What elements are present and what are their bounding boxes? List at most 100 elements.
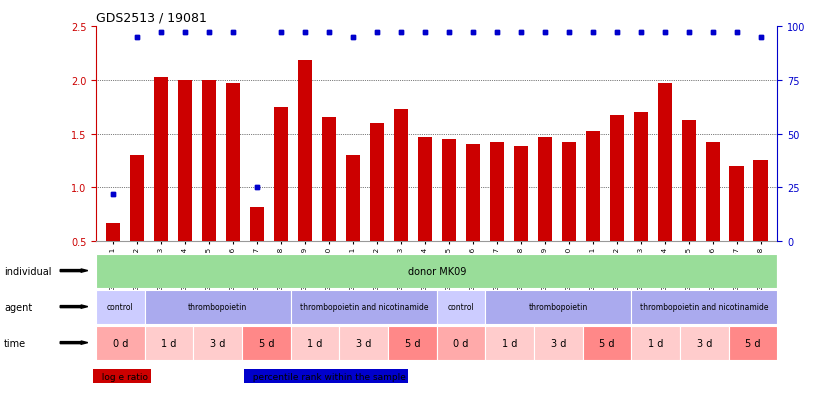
Text: individual: individual [4,266,52,276]
Point [634,30,647,37]
Bar [753,161,768,295]
Bar [226,84,240,295]
Point [346,34,359,41]
Text: log e ratio: log e ratio [96,372,148,381]
Point [106,191,120,198]
Point [706,30,720,37]
Point [706,30,720,37]
Point [466,30,480,37]
Point [442,30,456,37]
Bar [729,326,777,360]
Bar [490,143,504,295]
Text: 5 d: 5 d [599,338,615,348]
Bar [585,132,600,295]
Point [250,185,263,191]
Bar [706,143,720,295]
Point [610,30,624,37]
Point [154,30,167,37]
Point [274,30,288,37]
Bar [486,290,631,324]
Point [346,34,359,41]
Point [394,30,407,37]
Point [298,30,312,37]
Text: 3 d: 3 d [696,338,712,348]
Point [754,34,767,41]
Bar [681,326,729,360]
Point [130,34,144,41]
Bar [298,61,312,295]
Text: 1 d: 1 d [161,338,177,348]
Bar [631,290,777,324]
Point [202,30,216,37]
Bar [631,326,681,360]
Text: 0 d: 0 d [453,338,469,348]
Bar [96,290,145,324]
Bar [322,118,336,295]
Text: GDS2513 / 19081: GDS2513 / 19081 [96,11,207,24]
Bar [345,156,360,295]
Text: thrombopoietin and nicotinamide: thrombopoietin and nicotinamide [299,302,428,311]
Point [298,30,312,37]
Bar [730,166,744,295]
Bar [291,290,436,324]
Point [322,30,335,37]
Text: 1 d: 1 d [648,338,664,348]
Point [227,30,240,37]
Point [682,30,696,37]
Bar [201,81,216,295]
Point [442,30,456,37]
Bar [394,109,408,295]
Point [250,185,263,191]
Bar [273,107,288,295]
Bar [105,223,120,295]
Point [274,30,288,37]
Point [658,30,671,37]
Point [466,30,480,37]
Bar [681,120,696,295]
Text: thrombopoietin and nicotinamide: thrombopoietin and nicotinamide [640,302,769,311]
Point [130,34,144,41]
Text: 3 d: 3 d [356,338,371,348]
Point [586,30,599,37]
Point [658,30,671,37]
Text: 0 d: 0 d [113,338,128,348]
Text: control: control [448,302,475,311]
Text: 3 d: 3 d [551,338,566,348]
Point [490,30,503,37]
Point [178,30,191,37]
Text: thrombopoietin: thrombopoietin [188,302,247,311]
Point [490,30,503,37]
Point [562,30,575,37]
Point [370,30,384,37]
Bar [145,326,193,360]
Point [682,30,696,37]
Bar [145,290,291,324]
Point [394,30,407,37]
Text: time: time [4,338,26,348]
Text: percentile rank within the sample: percentile rank within the sample [247,372,405,381]
Point [370,30,384,37]
Text: thrombopoietin: thrombopoietin [529,302,588,311]
Point [418,30,431,37]
Point [754,34,767,41]
Bar [250,207,264,295]
Bar [154,77,168,295]
Point [538,30,552,37]
Point [610,30,624,37]
Bar [486,326,534,360]
Bar [634,113,648,295]
Text: 1 d: 1 d [502,338,517,348]
Bar [193,326,242,360]
Text: donor MK09: donor MK09 [408,266,466,276]
Bar [178,81,192,295]
Bar [583,326,631,360]
Point [634,30,647,37]
Point [538,30,552,37]
Bar [534,326,583,360]
Bar [436,326,486,360]
Bar [388,326,436,360]
Bar [466,145,480,295]
Bar [339,326,388,360]
Bar [291,326,339,360]
Bar [609,116,624,295]
